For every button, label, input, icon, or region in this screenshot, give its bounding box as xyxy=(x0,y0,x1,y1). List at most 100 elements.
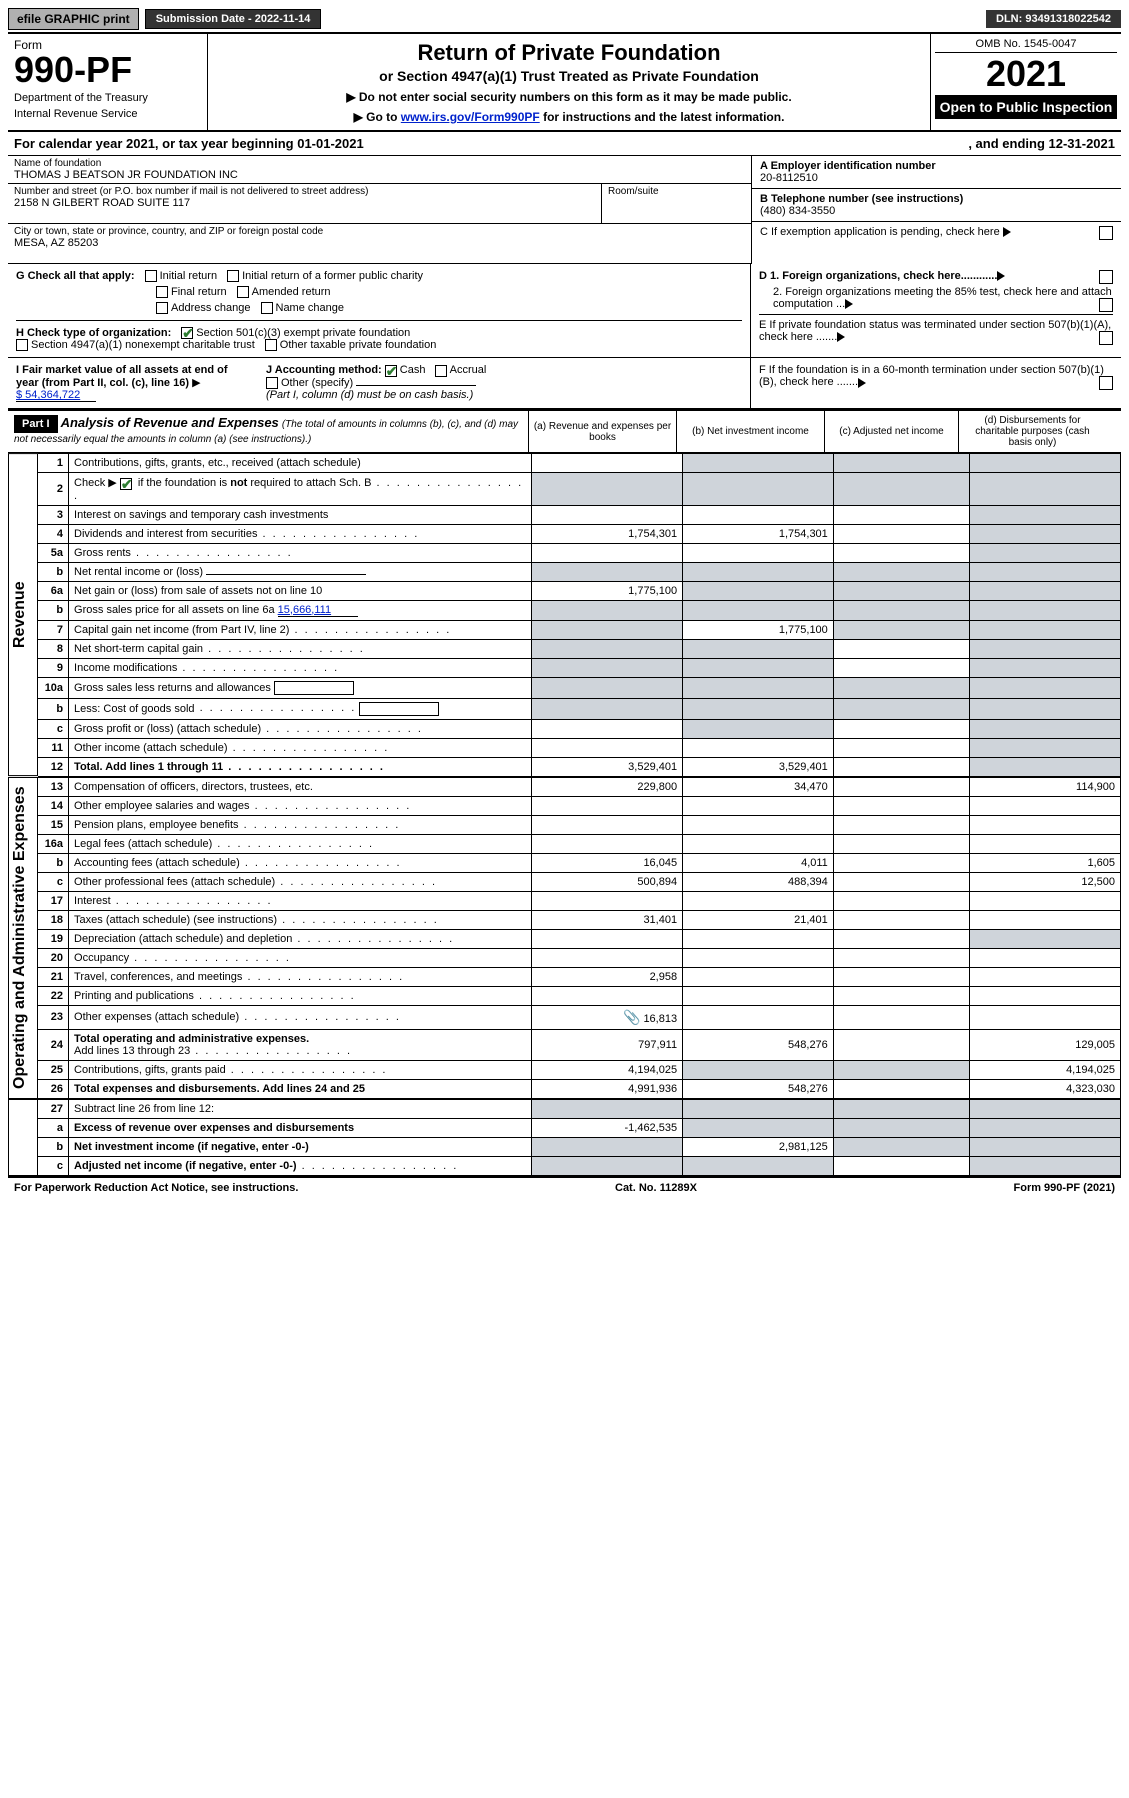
line-desc: Dividends and interest from securities xyxy=(69,524,532,543)
501c3-label: Section 501(c)(3) exempt private foundat… xyxy=(196,327,410,339)
line-no: 22 xyxy=(38,986,69,1005)
opex-grid: Operating and Administrative Expenses 13… xyxy=(8,777,1121,1099)
d1-checkbox[interactable] xyxy=(1099,270,1113,284)
txt: Dividends and interest from securities xyxy=(74,528,257,540)
txt: Add lines 13 through 23 xyxy=(74,1045,190,1057)
cell-a: 2,958 xyxy=(532,967,683,986)
cell-b: 34,470 xyxy=(683,777,834,796)
line-desc: Total operating and administrative expen… xyxy=(69,1029,532,1060)
name-change-check[interactable] xyxy=(261,302,273,314)
cell-b: 488,394 xyxy=(683,872,834,891)
row-5a: 5aGross rents xyxy=(38,543,1121,562)
form-number: 990-PF xyxy=(14,52,201,88)
initial-return-check[interactable] xyxy=(145,270,157,282)
line-no: 4 xyxy=(38,524,69,543)
form990pf-link[interactable]: www.irs.gov/Form990PF xyxy=(401,110,540,124)
line-no: c xyxy=(38,1156,69,1175)
txt: Gross sales less returns and allowances xyxy=(74,681,271,693)
fmv-value[interactable]: $ 54,364,722 xyxy=(16,389,96,402)
gross-sales-value[interactable]: 15,666,111 xyxy=(278,604,358,617)
arrow-icon xyxy=(858,378,866,388)
txt: Other expenses (attach schedule) xyxy=(74,1011,239,1023)
line-no: c xyxy=(38,872,69,891)
part1-title: Analysis of Revenue and Expenses xyxy=(61,415,279,430)
foundation-name: THOMAS J BEATSON JR FOUNDATION INC xyxy=(14,169,745,181)
4947-check[interactable] xyxy=(16,339,28,351)
line-desc: Gross rents xyxy=(69,543,532,562)
other-taxable-check[interactable] xyxy=(265,339,277,351)
d1-label: D 1. Foreign organizations, check here..… xyxy=(759,270,997,282)
row-8: 8Net short-term capital gain xyxy=(38,639,1121,658)
line-desc: Net gain or (loss) from sale of assets n… xyxy=(69,581,532,600)
goto-instructions: ▶ Go to www.irs.gov/Form990PF for instru… xyxy=(228,110,910,124)
g-label: G Check all that apply: xyxy=(16,270,135,282)
submission-date: Submission Date - 2022-11-14 xyxy=(145,9,322,29)
address-change-check[interactable] xyxy=(156,302,168,314)
efile-print-button[interactable]: efile GRAPHIC print xyxy=(8,8,139,30)
line-desc: Interest xyxy=(69,891,532,910)
initial-former-check[interactable] xyxy=(227,270,239,282)
e-checkbox[interactable] xyxy=(1099,331,1113,345)
line-no: 21 xyxy=(38,967,69,986)
f-checkbox[interactable] xyxy=(1099,376,1113,390)
line-desc: Net short-term capital gain xyxy=(69,639,532,658)
row-27: 27Subtract line 26 from line 12: xyxy=(38,1099,1121,1118)
cash-check[interactable] xyxy=(385,365,397,377)
txt: if the foundation is xyxy=(135,477,230,489)
line-desc: Capital gain net income (from Part IV, l… xyxy=(69,620,532,639)
501c3-check[interactable] xyxy=(181,327,193,339)
schb-check[interactable] xyxy=(120,478,132,490)
line-desc: Contributions, gifts, grants paid xyxy=(69,1060,532,1079)
txt: Gross rents xyxy=(74,547,131,559)
line-desc: Gross sales price for all assets on line… xyxy=(69,600,532,620)
arrow-icon xyxy=(837,332,845,342)
accrual-check[interactable] xyxy=(435,365,447,377)
line-no: 19 xyxy=(38,929,69,948)
line-desc: Legal fees (attach schedule) xyxy=(69,834,532,853)
line-desc: Net investment income (if negative, ente… xyxy=(69,1137,532,1156)
line-no: 8 xyxy=(38,639,69,658)
cell-a: 3,529,401 xyxy=(532,757,683,776)
line-desc: Less: Cost of goods sold xyxy=(69,698,532,719)
initial-return-label: Initial return xyxy=(160,270,217,282)
line-no: 10a xyxy=(38,677,69,698)
c-exemption-label: C If exemption application is pending, c… xyxy=(760,226,1000,238)
line-desc: Contributions, gifts, grants, etc., rece… xyxy=(69,454,532,473)
txt: Total operating and administrative expen… xyxy=(74,1033,309,1045)
row-24: 24Total operating and administrative exp… xyxy=(38,1029,1121,1060)
line-desc: Gross sales less returns and allowances xyxy=(69,677,532,698)
row-18: 18Taxes (attach schedule) (see instructi… xyxy=(38,910,1121,929)
dept-treasury: Department of the Treasury xyxy=(14,92,201,104)
final-return-check[interactable] xyxy=(156,286,168,298)
txt: Net investment income (if negative, ente… xyxy=(74,1141,309,1153)
row-12: 12Total. Add lines 1 through 113,529,401… xyxy=(38,757,1121,776)
other-method-check[interactable] xyxy=(266,377,278,389)
cell-a: -1,462,535 xyxy=(532,1118,683,1137)
line-desc: Accounting fees (attach schedule) xyxy=(69,853,532,872)
txt: not xyxy=(230,477,247,489)
other-taxable-label: Other taxable private foundation xyxy=(280,339,437,351)
room-label: Room/suite xyxy=(608,186,659,197)
txt: Total. Add lines 1 through 11 xyxy=(74,761,223,773)
line-no: 13 xyxy=(38,777,69,796)
city-state-zip: MESA, AZ 85203 xyxy=(14,237,745,249)
line-desc: Check ▶ if the foundation is not require… xyxy=(69,473,532,505)
amended-return-check[interactable] xyxy=(237,286,249,298)
row-6b: bGross sales price for all assets on lin… xyxy=(38,600,1121,620)
row-10a: 10a Gross sales less returns and allowanc… xyxy=(38,677,1121,698)
amended-return-label: Amended return xyxy=(252,286,331,298)
c-checkbox[interactable] xyxy=(1099,226,1113,240)
form-title: Return of Private Foundation xyxy=(228,40,910,66)
cell-a: 797,911 xyxy=(532,1029,683,1060)
line-desc: Taxes (attach schedule) (see instruction… xyxy=(69,910,532,929)
d2-checkbox[interactable] xyxy=(1099,298,1113,312)
cell-a: 📎 16,813 xyxy=(532,1005,683,1029)
d2-label: 2. Foreign organizations meeting the 85%… xyxy=(773,286,1112,310)
attachment-icon[interactable]: 📎 xyxy=(623,1009,640,1025)
row-9: 9Income modifications xyxy=(38,658,1121,677)
pra-notice: For Paperwork Reduction Act Notice, see … xyxy=(14,1182,298,1194)
txt: Gross profit or (loss) (attach schedule) xyxy=(74,723,261,735)
txt: Income modifications xyxy=(74,662,177,674)
line-desc: Income modifications xyxy=(69,658,532,677)
row-16b: bAccounting fees (attach schedule)16,045… xyxy=(38,853,1121,872)
